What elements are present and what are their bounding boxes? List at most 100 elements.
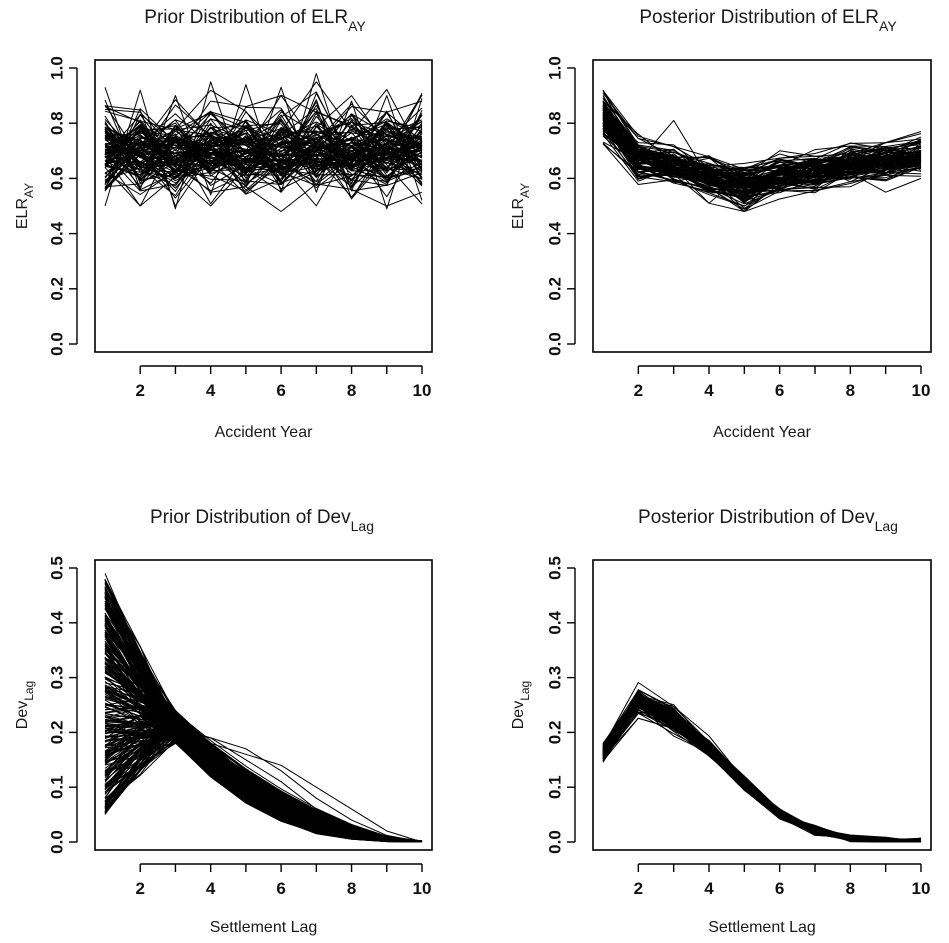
series-line-300 [104, 721, 423, 842]
x-tick-label: 4 [206, 381, 216, 400]
y-tick-label: 0.1 [48, 775, 67, 799]
series-line-69 [602, 697, 922, 842]
x-tick-label: 2 [634, 381, 643, 400]
y-tick-label: 0.4 [546, 610, 565, 634]
y-tick-label: 0.0 [546, 830, 565, 854]
series-group [602, 682, 922, 843]
y-tick-label: 0.2 [48, 721, 67, 745]
series-line-251 [104, 707, 423, 842]
series-line-62 [602, 696, 922, 841]
y-axis-label: DevLag [14, 681, 37, 729]
series-line-40 [602, 705, 922, 843]
panel-title: Prior Distribution of ELRAY [144, 7, 366, 34]
y-tick-label: 0.5 [48, 556, 67, 580]
series-line-90 [602, 697, 922, 843]
series-line-306 [104, 649, 423, 843]
series-line-96 [104, 123, 423, 188]
series-line-88 [104, 109, 423, 178]
x-tick-label: 8 [846, 879, 855, 898]
chart-panel-4: Posterior Distribution of DevLag 0.0 0.1 0.… [510, 507, 932, 936]
series-line-94 [602, 115, 922, 194]
series-line-20 [602, 707, 922, 843]
series-line-92 [602, 704, 922, 843]
panel-title: Prior Distribution of DevLag [150, 507, 374, 534]
chart-panel-2: Posterior Distribution of ELRAY 0.0 0.2 0.4… [510, 7, 932, 441]
x-tick-label: 4 [206, 879, 216, 898]
series-line-98 [602, 702, 922, 842]
y-tick-label: 1.0 [546, 56, 565, 80]
series-line-94 [602, 704, 922, 843]
series-line-106 [602, 106, 922, 185]
series-line-68 [602, 693, 922, 843]
series-line-98 [104, 120, 423, 193]
series-line-79 [602, 704, 922, 843]
y-axis-label: DevLag [510, 681, 533, 729]
y-tick-label: 0.0 [48, 332, 67, 356]
series-line-11 [602, 706, 922, 843]
y-tick-label: 0.4 [48, 221, 67, 245]
series-line-46 [602, 707, 922, 843]
x-tick-label: 2 [135, 879, 144, 898]
chart-panel-1: Prior Distribution of ELRAY 0.0 0.2 0.4 0.6 0… [14, 7, 433, 441]
y-tick-label: 0.6 [48, 167, 67, 191]
series-line-9 [602, 697, 922, 843]
series-line-4 [602, 702, 922, 842]
series-line-103 [602, 133, 922, 204]
series-line-45 [602, 704, 922, 843]
y-tick-label: 0.6 [546, 167, 565, 191]
series-line-102 [104, 81, 423, 210]
series-line-100 [602, 113, 922, 193]
series-line-72 [602, 704, 922, 843]
series-line-37 [602, 706, 922, 843]
y-tick-label: 0.2 [48, 277, 67, 301]
x-axis-label: Settlement Lag [210, 919, 318, 936]
series-line-107 [104, 133, 423, 168]
series-line-81 [602, 704, 921, 843]
x-tick-label: 10 [912, 381, 931, 400]
series-line-303 [104, 606, 423, 843]
series-line-105 [602, 122, 922, 188]
series-line-85 [602, 705, 922, 843]
series-line-82 [602, 100, 922, 187]
series-line-59 [602, 704, 922, 843]
series-line-25 [602, 707, 922, 842]
plot-frame [592, 559, 932, 851]
series-line-108 [104, 95, 423, 152]
series-line-104 [602, 100, 922, 177]
series-line-41 [602, 707, 922, 843]
series-line-91 [602, 120, 922, 170]
plot-frame [94, 59, 433, 353]
x-tick-label: 4 [704, 381, 714, 400]
x-tick-label: 8 [846, 381, 855, 400]
series-line-1 [602, 705, 922, 842]
x-tick-label: 6 [276, 381, 285, 400]
series-line-36 [602, 693, 922, 843]
series-line-16 [602, 703, 921, 843]
series-line-63 [602, 704, 922, 841]
series-line-102 [602, 89, 922, 212]
y-tick-label: 0.0 [546, 332, 565, 356]
series-line-97 [602, 702, 922, 841]
x-tick-label: 6 [775, 381, 784, 400]
series-line-88 [602, 706, 922, 842]
series-line-5 [602, 708, 922, 842]
series-line-77 [602, 711, 922, 843]
series-line-22 [602, 703, 922, 843]
series-line-102 [602, 704, 922, 843]
series-line-65 [602, 713, 922, 843]
series-line-56 [602, 711, 922, 841]
y-tick-label: 0.8 [546, 111, 565, 135]
series-line-62 [602, 98, 922, 173]
series-line-73 [602, 704, 922, 842]
series-line-99 [104, 110, 423, 181]
series-line-6 [602, 703, 922, 842]
chart-panel-3: Prior Distribution of DevLag 0.0 0.1 0.2 0.3… [14, 507, 433, 936]
y-tick-label: 0.0 [48, 830, 67, 854]
y-tick-label: 1.0 [48, 56, 67, 80]
series-line-18 [602, 706, 922, 843]
series-line-13 [602, 701, 922, 843]
series-line-27 [602, 701, 922, 842]
series-line-87 [602, 717, 922, 843]
series-line-14 [602, 703, 922, 843]
series-line-52 [602, 697, 922, 843]
